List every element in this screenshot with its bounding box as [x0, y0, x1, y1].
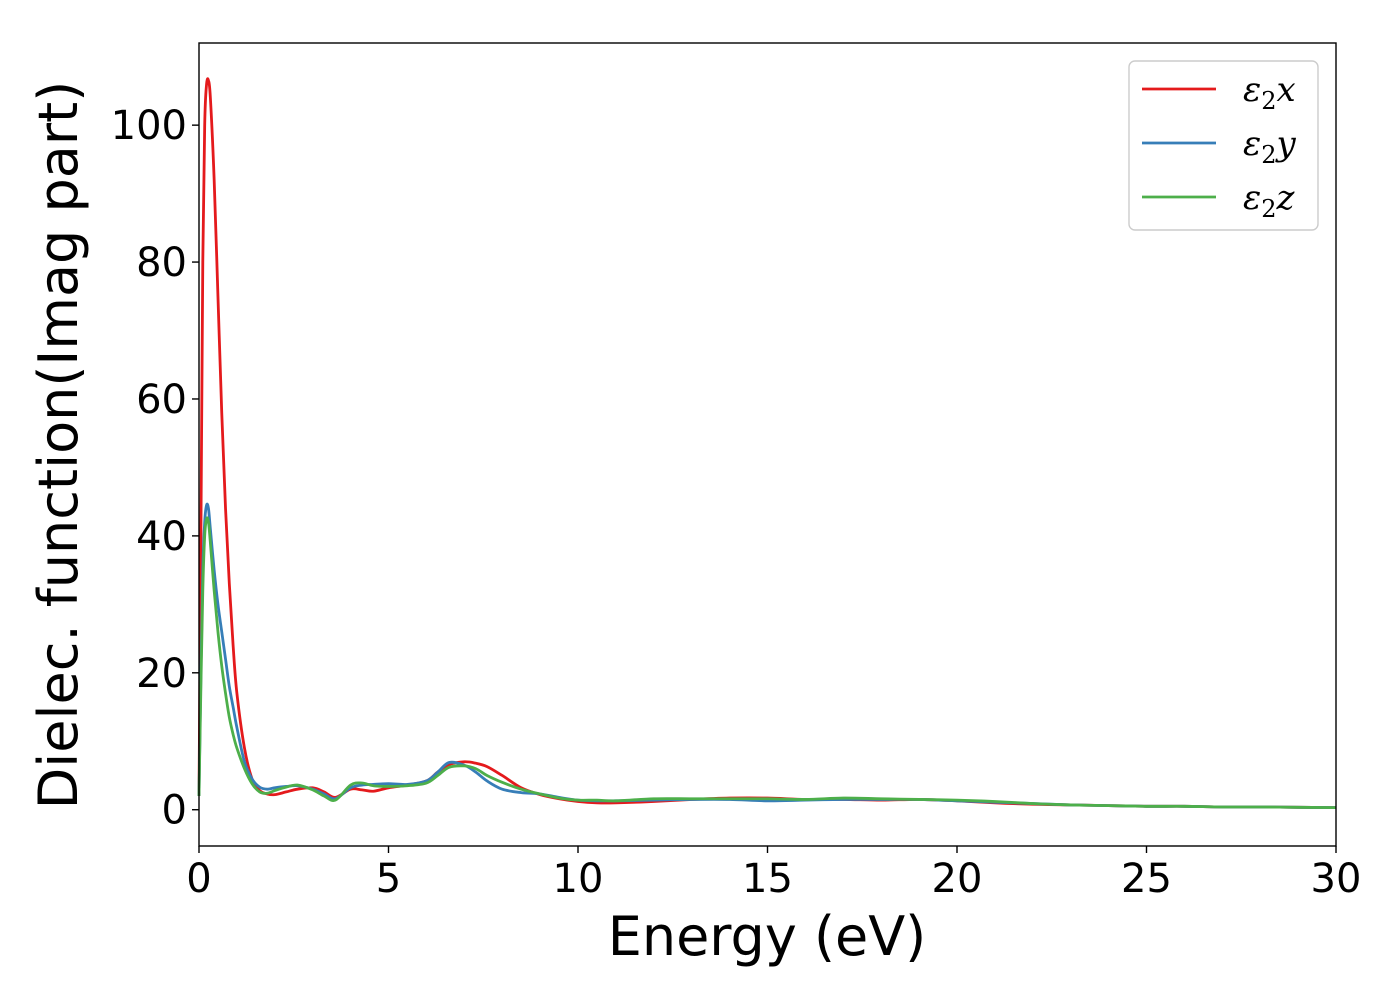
- legend-label-base: ε: [1243, 178, 1261, 218]
- x-tick-label: 5: [376, 856, 401, 902]
- legend-label-subscript: 2: [1261, 195, 1276, 223]
- legend-label-variable: y: [1275, 124, 1297, 164]
- x-axis-ticks: 0 5 10 15 20 25 30: [186, 846, 1361, 902]
- x-tick-label: 0: [186, 856, 211, 902]
- x-axis-label: Energy (eV): [608, 905, 927, 968]
- legend-box: [1128, 60, 1319, 231]
- legend-label: ε2y: [1243, 124, 1297, 169]
- y-tick-label: 0: [162, 788, 187, 834]
- x-tick-label: 10: [553, 856, 604, 902]
- y-axis-label: Dielec. function(Imag part): [27, 81, 90, 810]
- legend-label: ε2z: [1243, 178, 1296, 223]
- y-tick-label: 60: [136, 377, 187, 423]
- legend-label-variable: x: [1277, 70, 1296, 110]
- legend-label-subscript: 2: [1261, 141, 1276, 169]
- y-axis-ticks: 0 20 40 60 80 100: [111, 103, 199, 834]
- legend-label-subscript: 2: [1261, 87, 1276, 115]
- series-line-y: [197, 502, 1337, 810]
- y-tick-label: 100: [111, 103, 187, 149]
- y-tick-label: 80: [136, 240, 187, 286]
- series-layer: [197, 77, 1337, 810]
- x-tick-label: 30: [1311, 856, 1362, 902]
- legend-label-base: ε: [1243, 124, 1261, 164]
- legend-label-base: ε: [1243, 70, 1261, 110]
- y-tick-label: 40: [136, 514, 187, 560]
- x-tick-label: 15: [742, 856, 793, 902]
- legend-label-variable: z: [1276, 178, 1296, 218]
- x-tick-label: 20: [932, 856, 983, 902]
- series-line-z: [197, 516, 1337, 810]
- y-tick-label: 20: [136, 651, 187, 697]
- x-tick-label: 25: [1121, 856, 1172, 902]
- legend-label: ε2x: [1243, 70, 1296, 115]
